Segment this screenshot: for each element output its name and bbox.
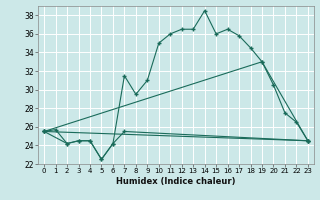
X-axis label: Humidex (Indice chaleur): Humidex (Indice chaleur)	[116, 177, 236, 186]
